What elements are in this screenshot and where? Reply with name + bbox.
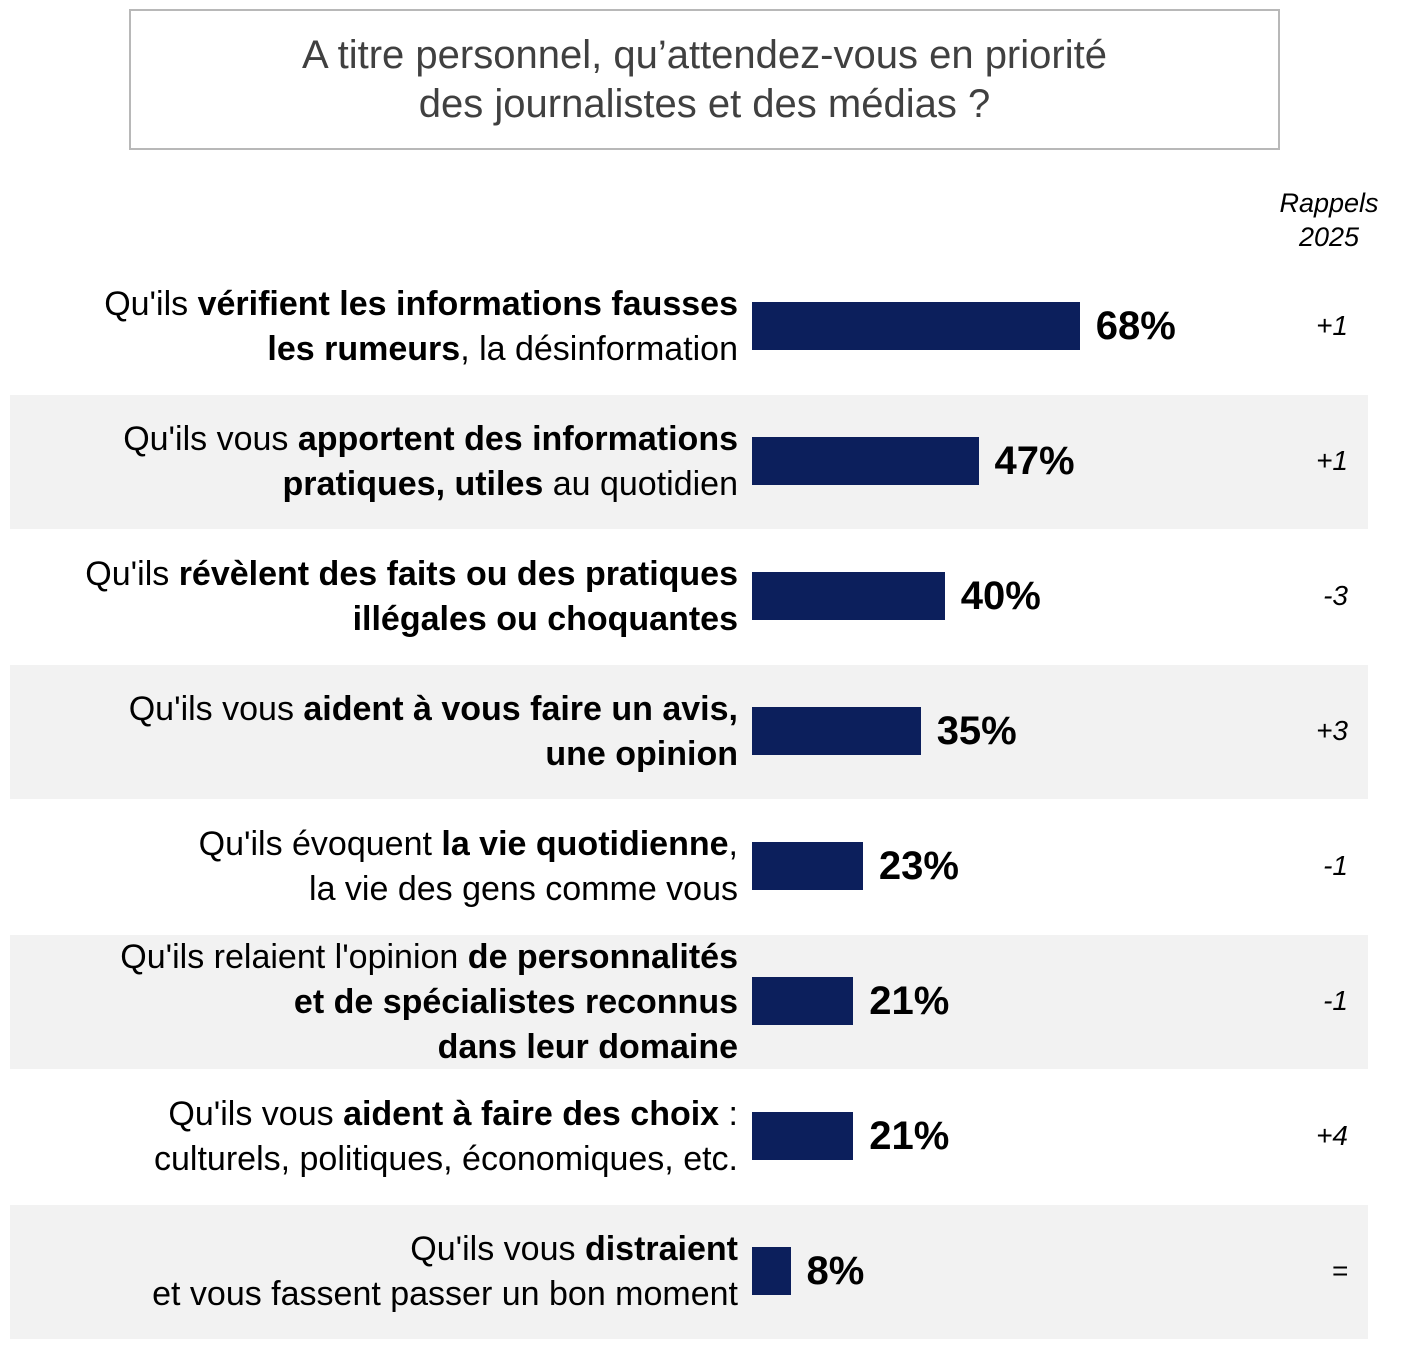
category-label-text: , la désinformation bbox=[460, 330, 738, 368]
bar bbox=[752, 1112, 854, 1160]
category-label-text: culturels, politiques, économiques, etc. bbox=[154, 1140, 738, 1178]
category-label-text: Qu'ils relaient l'opinion bbox=[120, 937, 468, 976]
chart-row: Qu'ils évoquent la vie quotidienne, la vi… bbox=[10, 800, 1368, 934]
bar bbox=[752, 572, 945, 620]
category-label-line: culturels, politiques, économiques, etc. bbox=[154, 1137, 738, 1182]
bar bbox=[752, 977, 854, 1025]
category-label-text: Qu'ils vous bbox=[128, 690, 304, 728]
category-label-bold: la vie quotidienne bbox=[441, 825, 729, 863]
chart-row: Qu'ils vous aident à vous faire un avis,… bbox=[10, 665, 1368, 799]
rappel-change: -3 bbox=[1323, 580, 1348, 611]
rappel-change: +1 bbox=[1316, 445, 1348, 476]
category-label-text: au quotidien bbox=[543, 465, 738, 503]
rappel-change: -1 bbox=[1323, 850, 1348, 881]
category-label-bold: pratiques, utiles bbox=[282, 465, 544, 503]
chart-title-line-2: des journalistes et des médias ? bbox=[418, 81, 991, 126]
category-label-line: Qu'ils vous aident à vous faire un avis, bbox=[129, 687, 738, 732]
category-label-bold: aident à vous faire un avis, bbox=[303, 690, 738, 728]
bar bbox=[752, 842, 863, 890]
chart-row: Qu'ils vous aident à faire des choix : cu… bbox=[10, 1070, 1368, 1204]
category-label-bold: de personnalités bbox=[467, 937, 738, 976]
rappels-header: Rappels 2025 bbox=[1262, 186, 1396, 254]
category-label: Qu'ils vous aident à faire des choix : cu… bbox=[0, 1070, 738, 1204]
category-label-bold: les rumeurs bbox=[267, 330, 461, 368]
category-label-text: la vie des gens comme vous bbox=[309, 870, 738, 908]
category-label-bold: dans leur domaine bbox=[437, 1027, 738, 1066]
bar-value-label: 47% bbox=[994, 439, 1075, 483]
chart-title: A titre personnel, qu’attendez-vous en p… bbox=[129, 9, 1280, 150]
category-label: Qu'ils révèlent des faits ou des pratiqu… bbox=[0, 530, 738, 664]
chart-row: Qu'ils révèlent des faits ou des pratiqu… bbox=[10, 530, 1368, 664]
rappel-change: +1 bbox=[1316, 310, 1348, 341]
category-label-text: Qu'ils vous bbox=[123, 420, 298, 458]
category-label: Qu'ils évoquent la vie quotidienne, la vi… bbox=[0, 800, 738, 934]
rappel-change: +4 bbox=[1316, 1120, 1348, 1151]
category-label-line: pratiques, utiles au quotidien bbox=[283, 462, 738, 507]
chart-title-line-1: A titre personnel, qu’attendez-vous en p… bbox=[302, 32, 1107, 77]
category-label-text: , bbox=[728, 825, 738, 863]
category-label-line: et vous fassent passer un bon moment bbox=[152, 1272, 738, 1317]
category-label-text: Qu'ils vous bbox=[410, 1230, 585, 1268]
category-label-line: Qu'ils révèlent des faits ou des pratiqu… bbox=[85, 552, 738, 597]
category-label-bold: distraient bbox=[584, 1230, 738, 1268]
bar-value-label: 40% bbox=[960, 574, 1041, 618]
category-label-bold: aident à faire des choix bbox=[343, 1095, 720, 1133]
bar-value-label: 21% bbox=[869, 979, 950, 1023]
category-label-text: Qu'ils vous bbox=[168, 1095, 344, 1133]
category-label-line: Qu'ils évoquent la vie quotidienne, bbox=[199, 822, 738, 867]
category-label-line: Qu'ils vous apportent des informations bbox=[123, 417, 738, 462]
category-label-bold: révèlent des faits ou des pratiques bbox=[178, 555, 738, 593]
bar bbox=[752, 1247, 791, 1295]
category-label-bold: et de spécialistes reconnus bbox=[293, 982, 738, 1021]
rappels-header-line-1: Rappels bbox=[1279, 188, 1379, 218]
category-label-line: et de spécialistes reconnus bbox=[294, 980, 738, 1025]
bar-value-label: 35% bbox=[936, 709, 1017, 753]
category-label: Qu'ils vous distraient et vous fassent pa… bbox=[0, 1205, 738, 1339]
chart-row: Qu'ils relaient l'opinion de personnalit… bbox=[10, 935, 1368, 1069]
chart-row: Qu'ils vous distraient et vous fassent pa… bbox=[10, 1205, 1368, 1339]
category-label-line: Qu'ils vérifient les informations fausse… bbox=[104, 282, 738, 327]
rappels-header-line-2: 2025 bbox=[1298, 222, 1360, 252]
category-label: Qu'ils vous apportent des informations pr… bbox=[0, 395, 738, 529]
rappel-change: +3 bbox=[1316, 715, 1348, 746]
category-label-bold: une opinion bbox=[545, 735, 738, 773]
category-label-bold: vérifient les informations fausses bbox=[197, 285, 738, 323]
category-label-line: la vie des gens comme vous bbox=[309, 867, 738, 912]
category-label-line: illégales ou choquantes bbox=[353, 597, 738, 642]
bar-value-label: 23% bbox=[878, 844, 959, 888]
category-label: Qu'ils vérifient les informations fausse… bbox=[0, 260, 738, 394]
rappel-change: -1 bbox=[1323, 985, 1348, 1016]
chart-row: Qu'ils vous apportent des informations pr… bbox=[10, 395, 1368, 529]
bar bbox=[752, 707, 921, 755]
chart-row: Qu'ils vérifient les informations fausse… bbox=[10, 260, 1368, 394]
rappel-change: = bbox=[1331, 1255, 1348, 1286]
bar-value-label: 68% bbox=[1095, 304, 1176, 348]
bar bbox=[752, 302, 1080, 350]
category-label-bold: apportent des informations bbox=[297, 420, 738, 458]
bar bbox=[752, 437, 979, 485]
bar-value-label: 21% bbox=[869, 1114, 950, 1158]
category-label-text: Qu'ils bbox=[104, 285, 198, 323]
category-label-line: dans leur domaine bbox=[438, 1025, 738, 1070]
category-label: Qu'ils relaient l'opinion de personnalit… bbox=[0, 935, 738, 1069]
category-label-line: les rumeurs, la désinformation bbox=[267, 327, 738, 372]
category-label-text: : bbox=[719, 1095, 738, 1133]
category-label-text: Qu'ils évoquent bbox=[198, 825, 442, 863]
category-label-text: et vous fassent passer un bon moment bbox=[152, 1275, 738, 1313]
bar-value-label: 8% bbox=[806, 1249, 865, 1293]
category-label: Qu'ils vous aident à vous faire un avis,… bbox=[0, 665, 738, 799]
category-label-line: Qu'ils vous distraient bbox=[410, 1227, 738, 1272]
category-label-line: Qu'ils relaient l'opinion de personnalit… bbox=[120, 935, 738, 980]
category-label-line: une opinion bbox=[545, 732, 738, 777]
category-label-line: Qu'ils vous aident à faire des choix : bbox=[168, 1092, 738, 1137]
category-label-text: Qu'ils bbox=[85, 555, 179, 593]
category-label-bold: illégales ou choquantes bbox=[352, 600, 738, 638]
